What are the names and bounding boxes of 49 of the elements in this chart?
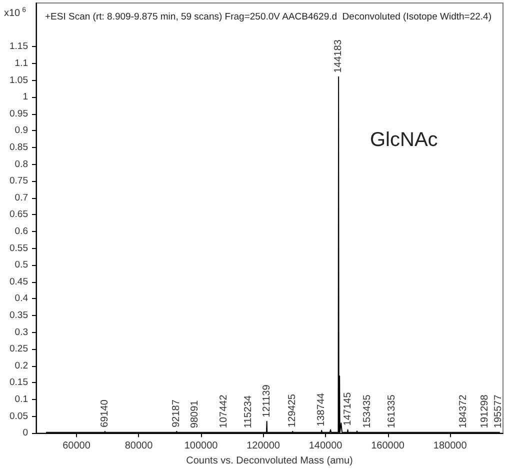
y-tick-label: 0.1: [14, 394, 28, 405]
y-tick-label: 0.4: [14, 293, 28, 304]
y-tick-label: 0.75: [10, 176, 28, 187]
x-tick-label: 120000: [246, 440, 280, 452]
annotation: 138744: [316, 392, 328, 426]
y-tick-label: 0.8: [14, 158, 28, 170]
x-tick-label: 100000: [184, 440, 218, 452]
y-tick-label: 0.2: [14, 360, 28, 372]
y-tick-label: 1: [22, 92, 28, 103]
x-axis-title: Counts vs. Deconvoluted Mass (amu): [186, 456, 353, 466]
annotation: 115234: [242, 395, 254, 428]
y-tick-label: 0.05: [10, 410, 28, 422]
text: +ESI Scan (rt: 8.909-9.875 min, 59 scans) Frag=250.0V AACB4629.d Deconvoluted (Isotope Width=22.4): [45, 12, 492, 22]
y-tick-label: 0.9: [14, 125, 28, 136]
y-tick-label: 0.5: [14, 260, 28, 271]
annotation: 153435: [362, 394, 373, 428]
annotation: 92187: [171, 399, 182, 428]
x-tick-label: 80000: [124, 440, 154, 452]
y-tick-label: 0.6: [14, 226, 28, 237]
y-tick-label: 1.05: [10, 74, 28, 86]
annotation: 184372: [458, 394, 470, 428]
annotation: 161335: [386, 394, 398, 428]
y-tick-label: 0.45: [10, 276, 28, 288]
y-tick-label: 0.35: [10, 310, 28, 321]
y-tick-label: 0.25: [10, 344, 28, 355]
y-tick-label: 0.55: [10, 242, 28, 254]
annotation: 98091: [190, 400, 201, 428]
annotation: 129425: [287, 394, 298, 428]
annotation: 147145: [342, 392, 354, 426]
x-tick-label: 160000: [371, 440, 405, 452]
y-tick-label: 0.85: [10, 142, 28, 153]
annotation: 191298: [480, 394, 491, 428]
annotation: 69140: [99, 399, 110, 428]
y-tick-label: 1.1: [14, 58, 28, 69]
annotation: 107442: [218, 394, 230, 428]
y-tick-label: 1.15: [10, 41, 28, 52]
y-tick-label: 0.15: [10, 377, 28, 388]
y-tick-label: 0.7: [14, 192, 28, 204]
annotation: 121139: [261, 384, 272, 418]
annotation: GlcNAc: [370, 129, 438, 151]
y-tick-label: 0.65: [10, 209, 28, 220]
y-tick-label: 0: [22, 428, 28, 439]
x-tick-label: 180000: [433, 440, 468, 452]
x-tick-label: 140000: [308, 440, 343, 452]
y-tick-label: 0.95: [10, 108, 28, 120]
annotation: 144183: [333, 39, 344, 73]
y-tick-label: 0.3: [14, 326, 28, 338]
x-tick-label: 60000: [62, 440, 91, 452]
annotation: 195577: [493, 394, 504, 428]
